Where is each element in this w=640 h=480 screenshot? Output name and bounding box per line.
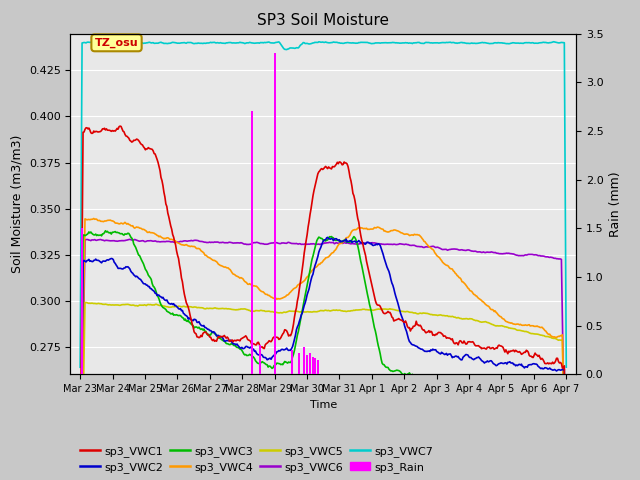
Bar bbox=[298, 353, 300, 374]
X-axis label: Time: Time bbox=[310, 400, 337, 409]
Bar bbox=[259, 345, 261, 374]
Bar bbox=[274, 53, 276, 374]
Bar bbox=[251, 111, 253, 374]
Bar bbox=[81, 228, 83, 374]
Bar bbox=[306, 355, 308, 374]
Bar bbox=[303, 347, 305, 374]
Text: TZ_osu: TZ_osu bbox=[95, 37, 138, 48]
Legend: sp3_VWC1, sp3_VWC2, sp3_VWC3, sp3_VWC4, sp3_VWC5, sp3_VWC6, sp3_VWC7, sp3_Rain: sp3_VWC1, sp3_VWC2, sp3_VWC3, sp3_VWC4, … bbox=[76, 441, 438, 478]
Bar bbox=[314, 358, 316, 374]
Title: SP3 Soil Moisture: SP3 Soil Moisture bbox=[257, 13, 389, 28]
Bar bbox=[317, 360, 319, 374]
Y-axis label: Soil Moisture (m3/m3): Soil Moisture (m3/m3) bbox=[10, 135, 23, 273]
Bar bbox=[291, 350, 293, 374]
Bar bbox=[312, 357, 314, 374]
Bar bbox=[309, 353, 311, 374]
Y-axis label: Rain (mm): Rain (mm) bbox=[609, 171, 622, 237]
